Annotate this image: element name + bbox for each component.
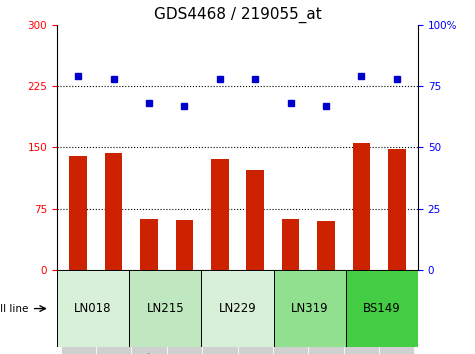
- Bar: [388, 149, 406, 270]
- Text: ■: ■: [104, 353, 116, 354]
- FancyBboxPatch shape: [379, 270, 415, 354]
- FancyBboxPatch shape: [167, 270, 202, 354]
- Text: LN229: LN229: [218, 302, 256, 315]
- FancyBboxPatch shape: [60, 270, 96, 354]
- Bar: [201, 270, 274, 347]
- Text: count: count: [122, 353, 152, 354]
- Bar: [129, 270, 201, 347]
- Bar: [346, 270, 418, 347]
- Bar: [105, 153, 123, 270]
- Title: GDS4468 / 219055_at: GDS4468 / 219055_at: [153, 7, 322, 23]
- Bar: [211, 159, 228, 270]
- FancyBboxPatch shape: [238, 270, 273, 354]
- Bar: [274, 270, 346, 347]
- Bar: [140, 219, 158, 270]
- Text: LN018: LN018: [75, 302, 112, 315]
- Text: LN215: LN215: [146, 302, 184, 315]
- Bar: [282, 219, 299, 270]
- Bar: [317, 221, 335, 270]
- Bar: [247, 170, 264, 270]
- Bar: [176, 220, 193, 270]
- Text: LN319: LN319: [291, 302, 329, 315]
- Bar: [352, 143, 370, 270]
- FancyBboxPatch shape: [273, 270, 308, 354]
- FancyBboxPatch shape: [202, 270, 238, 354]
- FancyBboxPatch shape: [131, 270, 167, 354]
- FancyBboxPatch shape: [308, 270, 344, 354]
- Text: BS149: BS149: [363, 302, 401, 315]
- Text: cell line: cell line: [0, 304, 28, 314]
- FancyBboxPatch shape: [96, 270, 131, 354]
- Bar: [57, 270, 129, 347]
- FancyBboxPatch shape: [344, 270, 379, 354]
- Bar: [69, 156, 87, 270]
